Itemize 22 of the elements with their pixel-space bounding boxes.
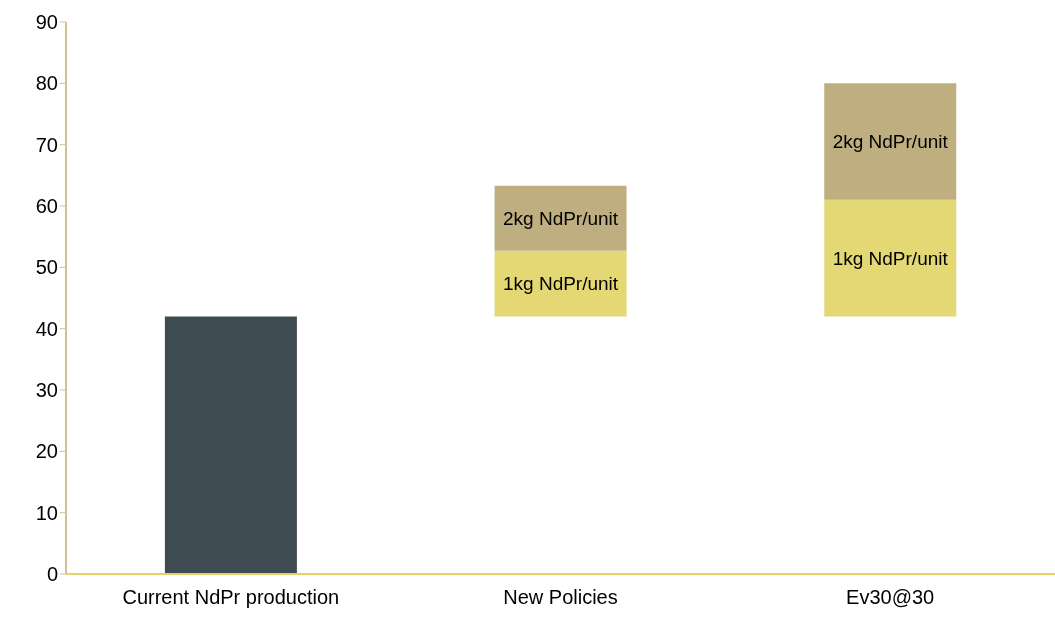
bar	[494, 250, 627, 317]
y-tick-label: 30	[35, 379, 58, 402]
y-tick-label: 70	[35, 133, 58, 156]
bar	[824, 83, 957, 200]
text: 2kg NdPr/unit	[832, 131, 948, 153]
text: 1kg NdPr/unit	[832, 247, 948, 269]
bar	[494, 185, 627, 251]
y-tick-label: 80	[35, 72, 58, 95]
y-tick-label: 50	[35, 256, 58, 279]
y-tick-label: 20	[35, 440, 58, 463]
y-tick-label: 90	[35, 11, 58, 34]
series-label: 1kg NdPr/unit	[503, 273, 619, 295]
x-tick-label: Ev30@30	[846, 586, 935, 609]
y-tick-label: 60	[35, 195, 58, 218]
series-label: 2kg NdPr/unit	[503, 207, 619, 229]
bar	[824, 199, 957, 317]
y-tick-label: 40	[35, 317, 58, 340]
x-tick-label: Current NdPr production	[122, 586, 340, 609]
bar	[164, 316, 297, 574]
y-tick-label: 0	[46, 563, 58, 586]
y-tick-label: 10	[35, 501, 58, 524]
x-tick-label: New Policies	[503, 586, 618, 609]
